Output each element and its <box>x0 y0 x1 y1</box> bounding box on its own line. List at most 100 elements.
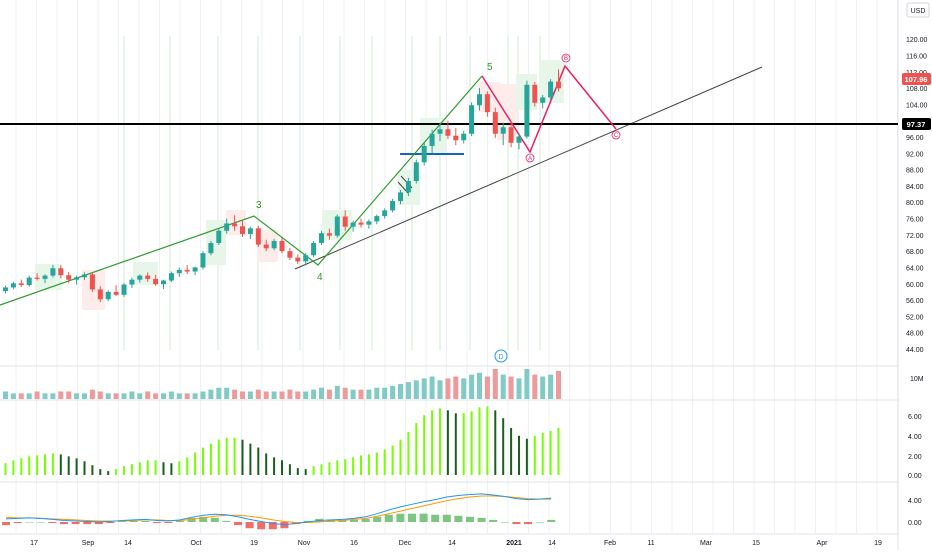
time-label: 14 <box>124 540 132 547</box>
candle-body <box>82 274 87 278</box>
volume-bar <box>295 391 301 399</box>
histogram-bar <box>525 438 528 475</box>
volume-bar <box>548 374 554 399</box>
volume-bar <box>358 389 364 399</box>
candle-body <box>303 255 309 262</box>
volume-bar <box>287 389 293 399</box>
histogram-bar <box>423 415 426 475</box>
histogram-bar <box>557 427 560 475</box>
volume-bar <box>121 393 127 399</box>
dividend-marker[interactable]: D <box>494 349 508 363</box>
macd-histogram-bar <box>210 517 219 522</box>
histogram-bar <box>304 469 307 475</box>
volume-bar <box>200 391 206 399</box>
histogram-bar <box>257 447 260 475</box>
histogram-bar <box>75 458 78 475</box>
macd-layer <box>2 493 556 530</box>
range-box <box>35 264 62 290</box>
volume-bar <box>477 372 482 399</box>
price-tick: 116.00 <box>906 53 927 60</box>
impulse-wave-line[interactable] <box>0 75 483 306</box>
macd-histogram-bar <box>373 516 382 522</box>
macd-histogram-bar <box>512 522 521 525</box>
candle-body <box>184 269 190 272</box>
histogram-bar <box>265 453 268 475</box>
volume-bar <box>192 393 198 399</box>
volume-bar <box>89 389 95 399</box>
candle-body <box>50 268 56 276</box>
currency-badge[interactable] <box>906 2 930 18</box>
volume-bar <box>176 393 182 399</box>
macd-histogram-bar <box>384 514 393 522</box>
volume-bar <box>255 389 261 399</box>
macd-histogram-bar <box>280 522 289 529</box>
macd-histogram-bar <box>454 515 463 522</box>
histogram-bar <box>130 464 133 475</box>
macd-histogram-bar <box>350 519 358 522</box>
volume-bar <box>453 376 459 399</box>
histogram-bar <box>518 435 520 475</box>
candle-body <box>366 221 372 225</box>
histogram-bar <box>399 439 402 475</box>
macd-histogram-bar <box>222 520 231 522</box>
time-label: 14 <box>548 540 556 547</box>
time-label: Oct <box>191 540 202 547</box>
candle-body <box>113 291 119 295</box>
candle-body <box>548 81 554 98</box>
histogram-bar <box>186 457 189 475</box>
histogram-bar <box>352 457 355 475</box>
candle-body <box>271 240 277 249</box>
candle-body <box>216 230 222 243</box>
level-price-tag <box>902 118 931 130</box>
macd-histogram-bar <box>164 522 173 524</box>
volume-bar <box>413 380 419 399</box>
candle-body <box>500 127 506 134</box>
histogram-bar <box>439 408 441 475</box>
histogram-bar <box>541 432 544 475</box>
volume-bar <box>3 391 8 399</box>
volume-bar <box>540 376 546 399</box>
price-tick: 108.00 <box>906 86 928 93</box>
volume-bar <box>137 393 143 399</box>
trendline[interactable] <box>294 66 763 270</box>
candle-body <box>153 278 159 285</box>
volume-bar <box>18 393 24 399</box>
hist-axis-tick: 2.00 <box>908 454 922 461</box>
histogram-bar <box>367 454 370 475</box>
volume-bar <box>263 391 269 399</box>
volume-bar <box>240 391 245 399</box>
candle-body <box>66 275 72 280</box>
candle-body <box>10 283 16 288</box>
macd-axis-tick: 0.00 <box>908 520 922 527</box>
histogram-bar <box>273 457 276 475</box>
candle-body <box>232 223 238 227</box>
candle-body <box>326 233 332 236</box>
wave-label-c: C <box>611 130 621 140</box>
price-tick: 92.00 <box>906 151 924 158</box>
macd-histogram-bar <box>176 520 184 522</box>
macd-histogram-bar <box>199 516 208 522</box>
corrective-wave-line[interactable] <box>481 64 617 154</box>
histogram-bar <box>391 445 394 475</box>
macd-histogram-bar <box>187 517 196 522</box>
histogram-bar <box>202 447 204 475</box>
candle-body <box>121 284 127 295</box>
volume-bar <box>398 384 403 399</box>
price-tick: 48.00 <box>906 331 924 338</box>
histogram-bar <box>486 406 489 475</box>
macd-histogram-bar <box>234 522 242 526</box>
candle-body <box>540 97 546 103</box>
candle-body <box>413 162 419 182</box>
volume-bar <box>334 385 340 399</box>
histogram-bar <box>28 456 31 475</box>
hist-axis-tick: 6.00 <box>908 414 922 421</box>
volume-bar <box>382 387 388 399</box>
volume-bar <box>390 385 396 399</box>
histogram-bar <box>462 413 465 475</box>
macd-histogram-bar <box>106 522 115 524</box>
macd-axis-tick: 4.00 <box>908 498 922 505</box>
volume-bar <box>461 378 467 399</box>
volume-layer <box>3 369 561 399</box>
histogram-bar <box>288 464 291 475</box>
